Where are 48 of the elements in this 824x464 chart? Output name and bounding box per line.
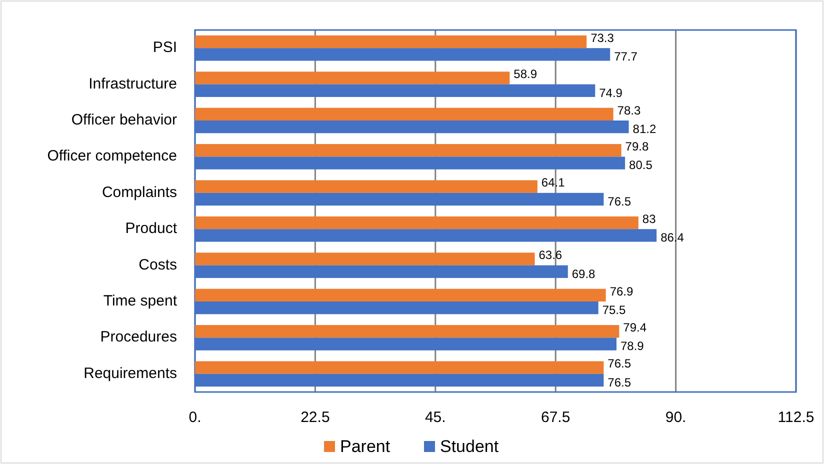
x-tick-label: 90. [665,409,686,426]
y-tick-label: Requirements [84,364,177,382]
bar [195,72,510,84]
data-label: 79.8 [625,140,649,154]
bar [195,325,620,338]
data-label: 76.9 [610,284,634,298]
y-tick-label: Time spent [103,292,178,310]
legend-label: Parent [340,437,390,456]
y-tick-label: Complaints [102,184,177,201]
bar [195,35,587,48]
data-label: 58.9 [514,67,538,82]
bar [195,108,614,120]
data-label: 74.9 [599,86,623,100]
bar [195,144,622,157]
y-tick-label: Product [125,220,178,238]
x-tick-label: 112.5 [778,409,814,426]
bar [195,180,538,193]
y-tick-label: Officer behavior [71,111,178,128]
y-tick-label: PSI [152,39,177,56]
y-tick-label: Infrastructure [88,75,177,92]
x-tick-label: 22.5 [300,409,330,426]
data-label: 83 [642,212,656,226]
data-label: 76.5 [608,375,632,390]
x-tick-label: 67.5 [541,409,570,426]
data-label: 86.4 [660,230,684,245]
y-tick-label: Procedures [100,328,177,346]
bar [195,252,535,266]
bar [195,216,638,230]
data-label: 69.8 [572,266,596,281]
x-tick-label: 45. [424,409,446,426]
bar [195,361,604,374]
data-label: 78.9 [620,339,644,354]
data-label: 63.6 [538,248,562,262]
data-label: 78.3 [617,103,641,118]
data-label: 80.5 [629,158,653,172]
data-label: 77.7 [614,50,638,64]
y-tick-label: Costs [138,256,177,274]
bar [195,288,606,302]
y-tick-label: Officer competence [47,148,177,165]
data-label: 73.3 [590,30,614,45]
data-label: 76.5 [608,194,632,208]
data-label: 81.2 [632,122,656,136]
x-tick-label: 0. [188,409,202,426]
data-label: 64.1 [541,176,566,190]
legend-label: Student [440,437,499,456]
data-label: 76.5 [608,356,632,371]
data-label: 75.5 [602,303,626,318]
data-label: 79.4 [623,320,647,335]
